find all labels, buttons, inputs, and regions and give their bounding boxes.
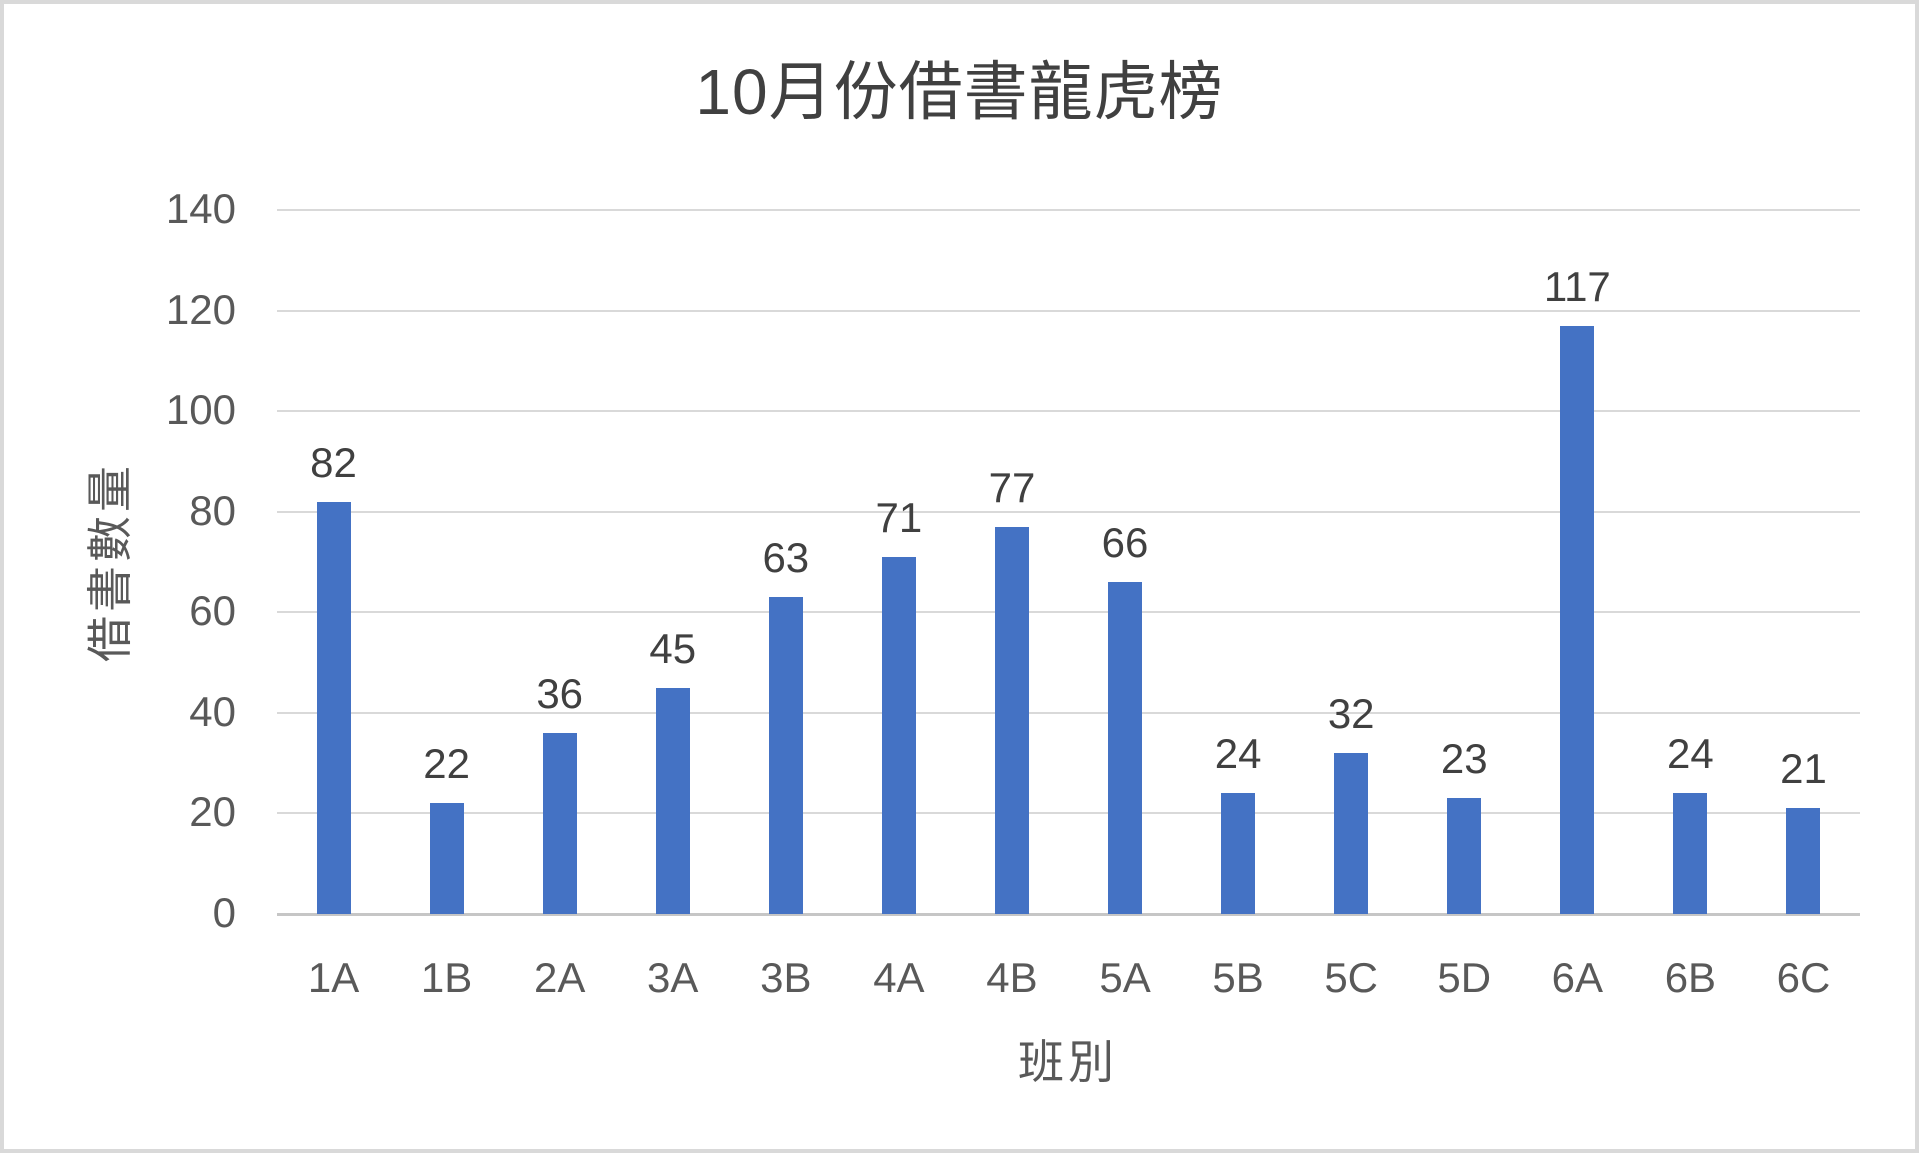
x-category-label: 6A (1551, 954, 1603, 1001)
bar-value-label: 71 (875, 493, 923, 541)
chart-title: 10月份借書龍虎榜 (695, 56, 1224, 128)
x-category-label: 6B (1664, 954, 1717, 1001)
y-tick-label: 80 (189, 486, 236, 534)
bar (542, 732, 577, 914)
x-category-label: 5A (1099, 954, 1151, 1001)
bar-value-label: 23 (1440, 735, 1488, 783)
x-category-label: 5C (1324, 954, 1379, 1001)
y-tick-label: 100 (165, 386, 236, 434)
bar-value-label: 24 (1214, 730, 1262, 778)
bar-slot: 66 (1069, 210, 1182, 914)
bar-value-label: 63 (762, 534, 810, 582)
x-category-label: 1B (420, 954, 473, 1001)
y-tick-label: 120 (165, 285, 236, 333)
bar (1221, 793, 1256, 914)
y-tick-label: 20 (189, 788, 236, 836)
x-category-label: 3A (647, 954, 699, 1001)
y-tick-label: 0 (212, 889, 236, 937)
bar (1447, 798, 1482, 914)
bar-value-label: 21 (1780, 745, 1827, 793)
bar-slot: 21 (1747, 210, 1860, 914)
x-category-label: 4A (873, 954, 925, 1001)
bar-value-label: 66 (1101, 519, 1149, 567)
bar (655, 687, 690, 914)
bar-value-label: 36 (536, 669, 584, 717)
y-axis-ticks: 0 20 40 60 80 100 120 140 (4, 185, 236, 936)
gridline (277, 410, 1860, 413)
bar (1334, 753, 1369, 914)
bar-slot: 23 (1408, 210, 1521, 914)
x-category-label: 4B (986, 954, 1038, 1001)
gridline (277, 611, 1860, 614)
bar-slot: 63 (729, 210, 842, 914)
y-tick-label: 60 (189, 587, 236, 635)
x-axis-line (277, 913, 1860, 916)
bar-slot: 82 (277, 210, 390, 914)
bar (768, 597, 803, 914)
bar-slot: 24 (1182, 210, 1295, 914)
bar-slot: 77 (955, 210, 1068, 914)
x-axis-labels: 1A 1B 2A 3A 3B 4A 4B 5A 5B 5C 5D 6A 6B 6C (277, 954, 1860, 1010)
bar (316, 501, 351, 914)
x-category-label: 3B (760, 954, 812, 1001)
bar-value-label: 77 (988, 463, 1036, 511)
bar-slot: 117 (1521, 210, 1634, 914)
bar-slot: 45 (616, 210, 729, 914)
x-category-label: 6C (1776, 954, 1831, 1001)
bar-slot: 22 (390, 210, 503, 914)
bar (881, 556, 916, 914)
bar (1108, 582, 1143, 914)
plot-area: 82 22 36 45 63 71 77 66 24 32 23 117 24 21 (277, 209, 1860, 916)
bar-slot: 32 (1295, 210, 1408, 914)
x-category-label: 1A (307, 954, 360, 1001)
gridline (277, 309, 1860, 312)
gridline (277, 711, 1860, 714)
x-category-label: 5D (1437, 954, 1492, 1001)
gridline (277, 510, 1860, 513)
x-category-label: 5B (1212, 954, 1264, 1001)
y-tick-label: 40 (189, 687, 236, 735)
bar-value-label: 32 (1327, 690, 1375, 738)
bar (1673, 793, 1708, 914)
bar-value-label: 24 (1667, 730, 1714, 778)
x-category-label: 2A (533, 954, 586, 1001)
gridline (277, 812, 1860, 815)
bar-value-label: 22 (423, 740, 470, 788)
bar (1786, 808, 1821, 914)
bar-slot: 36 (503, 210, 616, 914)
bar (1560, 325, 1595, 914)
bar-value-label: 117 (1543, 262, 1611, 310)
y-tick-label: 140 (165, 185, 236, 233)
bar-value-label: 82 (310, 438, 357, 486)
bar (429, 803, 464, 914)
bar-value-label: 45 (649, 624, 697, 672)
gridline (277, 209, 1860, 211)
bar (994, 526, 1029, 914)
bar-slot: 71 (842, 210, 955, 914)
bar-slot: 24 (1634, 210, 1747, 914)
x-axis-title: 班別 (1018, 1036, 1118, 1088)
